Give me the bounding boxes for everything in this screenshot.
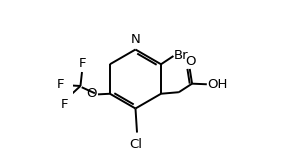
Text: OH: OH <box>207 78 228 91</box>
Text: Br: Br <box>174 49 189 62</box>
Text: O: O <box>86 87 96 100</box>
Text: N: N <box>130 33 140 46</box>
Text: O: O <box>185 55 196 68</box>
Text: F: F <box>60 98 68 111</box>
Text: F: F <box>79 57 86 70</box>
Text: Cl: Cl <box>129 138 142 151</box>
Text: F: F <box>57 78 65 91</box>
